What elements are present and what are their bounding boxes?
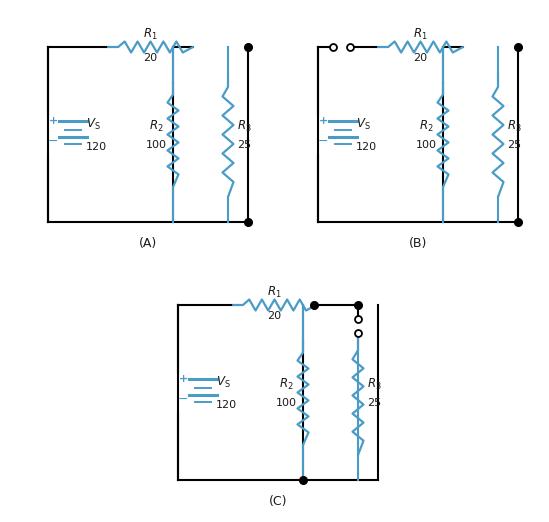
Text: $V_\mathrm{S}$: $V_\mathrm{S}$	[86, 117, 100, 132]
Text: 25: 25	[237, 140, 251, 150]
Text: 20: 20	[267, 311, 282, 321]
Text: +: +	[48, 115, 58, 125]
Text: 120: 120	[86, 141, 107, 151]
Text: 20: 20	[413, 53, 428, 63]
Text: 100: 100	[145, 140, 166, 150]
Text: 25: 25	[367, 398, 381, 409]
Text: $R_3$: $R_3$	[507, 119, 522, 134]
Text: 100: 100	[416, 140, 436, 150]
Text: $R_2$: $R_2$	[419, 119, 433, 134]
Text: −: −	[178, 393, 188, 406]
Text: $R_3$: $R_3$	[367, 377, 382, 392]
Text: −: −	[48, 135, 58, 148]
Text: −: −	[318, 135, 328, 148]
Text: $R_3$: $R_3$	[237, 119, 251, 134]
Text: +: +	[318, 115, 328, 125]
Text: (B): (B)	[409, 238, 427, 251]
Text: $R_1$: $R_1$	[267, 284, 282, 300]
Text: 100: 100	[276, 398, 296, 409]
Text: $R_1$: $R_1$	[413, 27, 428, 42]
Text: 25: 25	[507, 140, 521, 150]
Text: (C): (C)	[269, 495, 287, 508]
Text: 20: 20	[143, 53, 158, 63]
Text: +: +	[178, 374, 188, 384]
Text: $R_1$: $R_1$	[143, 27, 158, 42]
Text: $V_\mathrm{S}$: $V_\mathrm{S}$	[216, 375, 231, 390]
Text: (A): (A)	[139, 238, 157, 251]
Text: $R_2$: $R_2$	[279, 377, 293, 392]
Text: 120: 120	[356, 141, 377, 151]
Text: 120: 120	[216, 399, 237, 409]
Text: $V_\mathrm{S}$: $V_\mathrm{S}$	[356, 117, 371, 132]
Text: $R_2$: $R_2$	[149, 119, 163, 134]
